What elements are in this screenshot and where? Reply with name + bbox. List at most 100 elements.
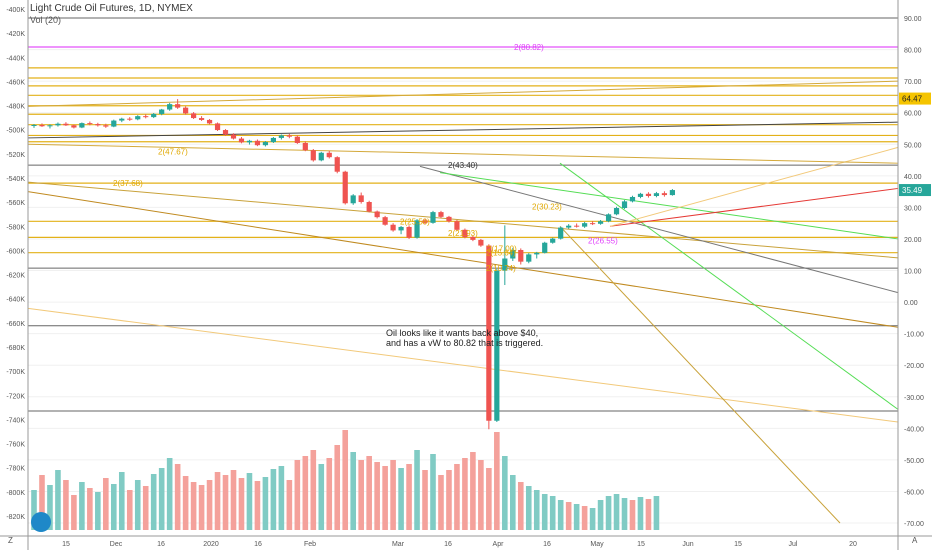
annotation-line-2: and has a vW to 80.82 that is triggered. — [386, 338, 544, 348]
candle-body — [534, 252, 540, 255]
candle-body — [653, 193, 660, 197]
volume-bar — [454, 464, 460, 530]
right-tick-label: 80.00 — [904, 48, 922, 55]
candle-body — [302, 142, 308, 151]
volume-bar — [262, 477, 269, 530]
volume-bar — [238, 478, 245, 530]
candle-body — [103, 125, 109, 127]
volume-bar — [374, 462, 380, 530]
right-tick-label: 70.00 — [904, 79, 922, 86]
candle-body — [278, 135, 284, 138]
candle-body — [143, 116, 149, 118]
chart-annotation: Oil looks like it wants back above $40, … — [386, 328, 543, 348]
left-tick-label: -740K — [6, 417, 25, 424]
volume-bar — [230, 470, 237, 530]
x-tick-label: May — [590, 541, 604, 548]
volume-bar — [214, 472, 221, 530]
x-tick-label: 15 — [734, 541, 742, 548]
annotation-line-1: Oil looks like it wants back above $40, — [386, 328, 539, 338]
volume-bar — [166, 458, 173, 530]
volume-bar — [103, 478, 109, 530]
candle-body — [366, 202, 372, 212]
candle-body — [135, 116, 141, 120]
right-tick-label: -30.00 — [904, 395, 924, 402]
volume-bar — [406, 464, 412, 530]
trend-line — [27, 191, 899, 328]
candle-body — [621, 201, 628, 209]
volume-bar — [134, 480, 141, 530]
candle-body — [71, 125, 77, 128]
volume-bar — [118, 472, 125, 530]
candle-body — [286, 135, 292, 137]
zoom-corner-left[interactable]: Z — [8, 536, 13, 545]
volume-bar — [637, 497, 644, 530]
volume-bar — [573, 504, 580, 530]
volume-bar — [358, 460, 364, 530]
right-tick-label: -10.00 — [904, 332, 924, 339]
right-tick-label: -60.00 — [904, 489, 924, 496]
tradingview-logo[interactable] — [31, 512, 51, 532]
candle-body — [111, 120, 117, 127]
level-labels: 2(80.82) 2(47.67) 2(43.40) 2(37.68) 2(30.23)… — [113, 43, 618, 273]
volume-bar — [621, 498, 628, 530]
volume-bar — [438, 475, 444, 530]
volume-bar — [422, 470, 428, 530]
x-tick-label: 16 — [444, 541, 452, 548]
candle-body — [183, 107, 189, 114]
level-label: 2(26.55) — [588, 237, 618, 246]
candle-body — [470, 237, 476, 240]
volume-bar — [31, 490, 37, 530]
candle-body — [406, 226, 412, 238]
x-tick-label: 16 — [157, 541, 165, 548]
candle-body — [430, 212, 436, 223]
candle-body — [262, 142, 269, 146]
volume-bar — [502, 456, 508, 530]
volume-bar — [478, 460, 484, 530]
volume-label: Vol (20) — [30, 15, 62, 25]
level-label: 2(25.58) — [400, 217, 430, 226]
candle-body — [222, 130, 229, 135]
volume-bar — [126, 490, 133, 530]
level-label: 2(37.68) — [113, 179, 143, 188]
candle-body — [350, 195, 356, 204]
candle-body — [270, 137, 276, 143]
left-tick-label: -480K — [6, 104, 25, 111]
candle-body — [550, 238, 556, 243]
level-label: 2(30.23) — [532, 203, 562, 212]
volume-bar — [79, 482, 85, 530]
volume-bar — [589, 508, 596, 530]
candle-body — [79, 123, 85, 128]
volume-bar — [87, 488, 93, 530]
right-tick-label: -70.00 — [904, 521, 924, 528]
volume-bar — [198, 485, 205, 530]
right-tick-label: -50.00 — [904, 458, 924, 465]
candle-body — [542, 242, 548, 253]
horizontal-levels — [28, 17, 898, 412]
candle-body — [398, 226, 404, 231]
volume-bar — [557, 500, 564, 530]
auto-scale-button[interactable]: A — [912, 536, 918, 545]
trend-line — [27, 143, 899, 164]
trend-line — [559, 225, 841, 524]
left-tick-label: -460K — [6, 79, 25, 86]
candle-body — [238, 138, 245, 143]
trend-line — [27, 80, 899, 107]
left-tick-label: -500K — [6, 128, 25, 135]
volume-bar — [565, 502, 572, 530]
candle-body — [334, 157, 340, 172]
chart-title: Light Crude Oil Futures, 1D, NYMEX — [30, 3, 193, 14]
candle-body — [294, 136, 300, 143]
left-tick-label: -680K — [6, 345, 25, 352]
candle-body — [582, 223, 588, 227]
left-tick-label: -800K — [6, 490, 25, 497]
candle-body — [159, 109, 165, 114]
candle-body — [358, 195, 364, 203]
candle-body — [669, 190, 675, 196]
volume-bar — [645, 499, 652, 530]
candle-body — [167, 104, 173, 110]
candle-body — [438, 212, 444, 217]
trend-line — [27, 307, 899, 423]
volume-bar — [246, 473, 253, 530]
volume-bar — [182, 476, 189, 530]
